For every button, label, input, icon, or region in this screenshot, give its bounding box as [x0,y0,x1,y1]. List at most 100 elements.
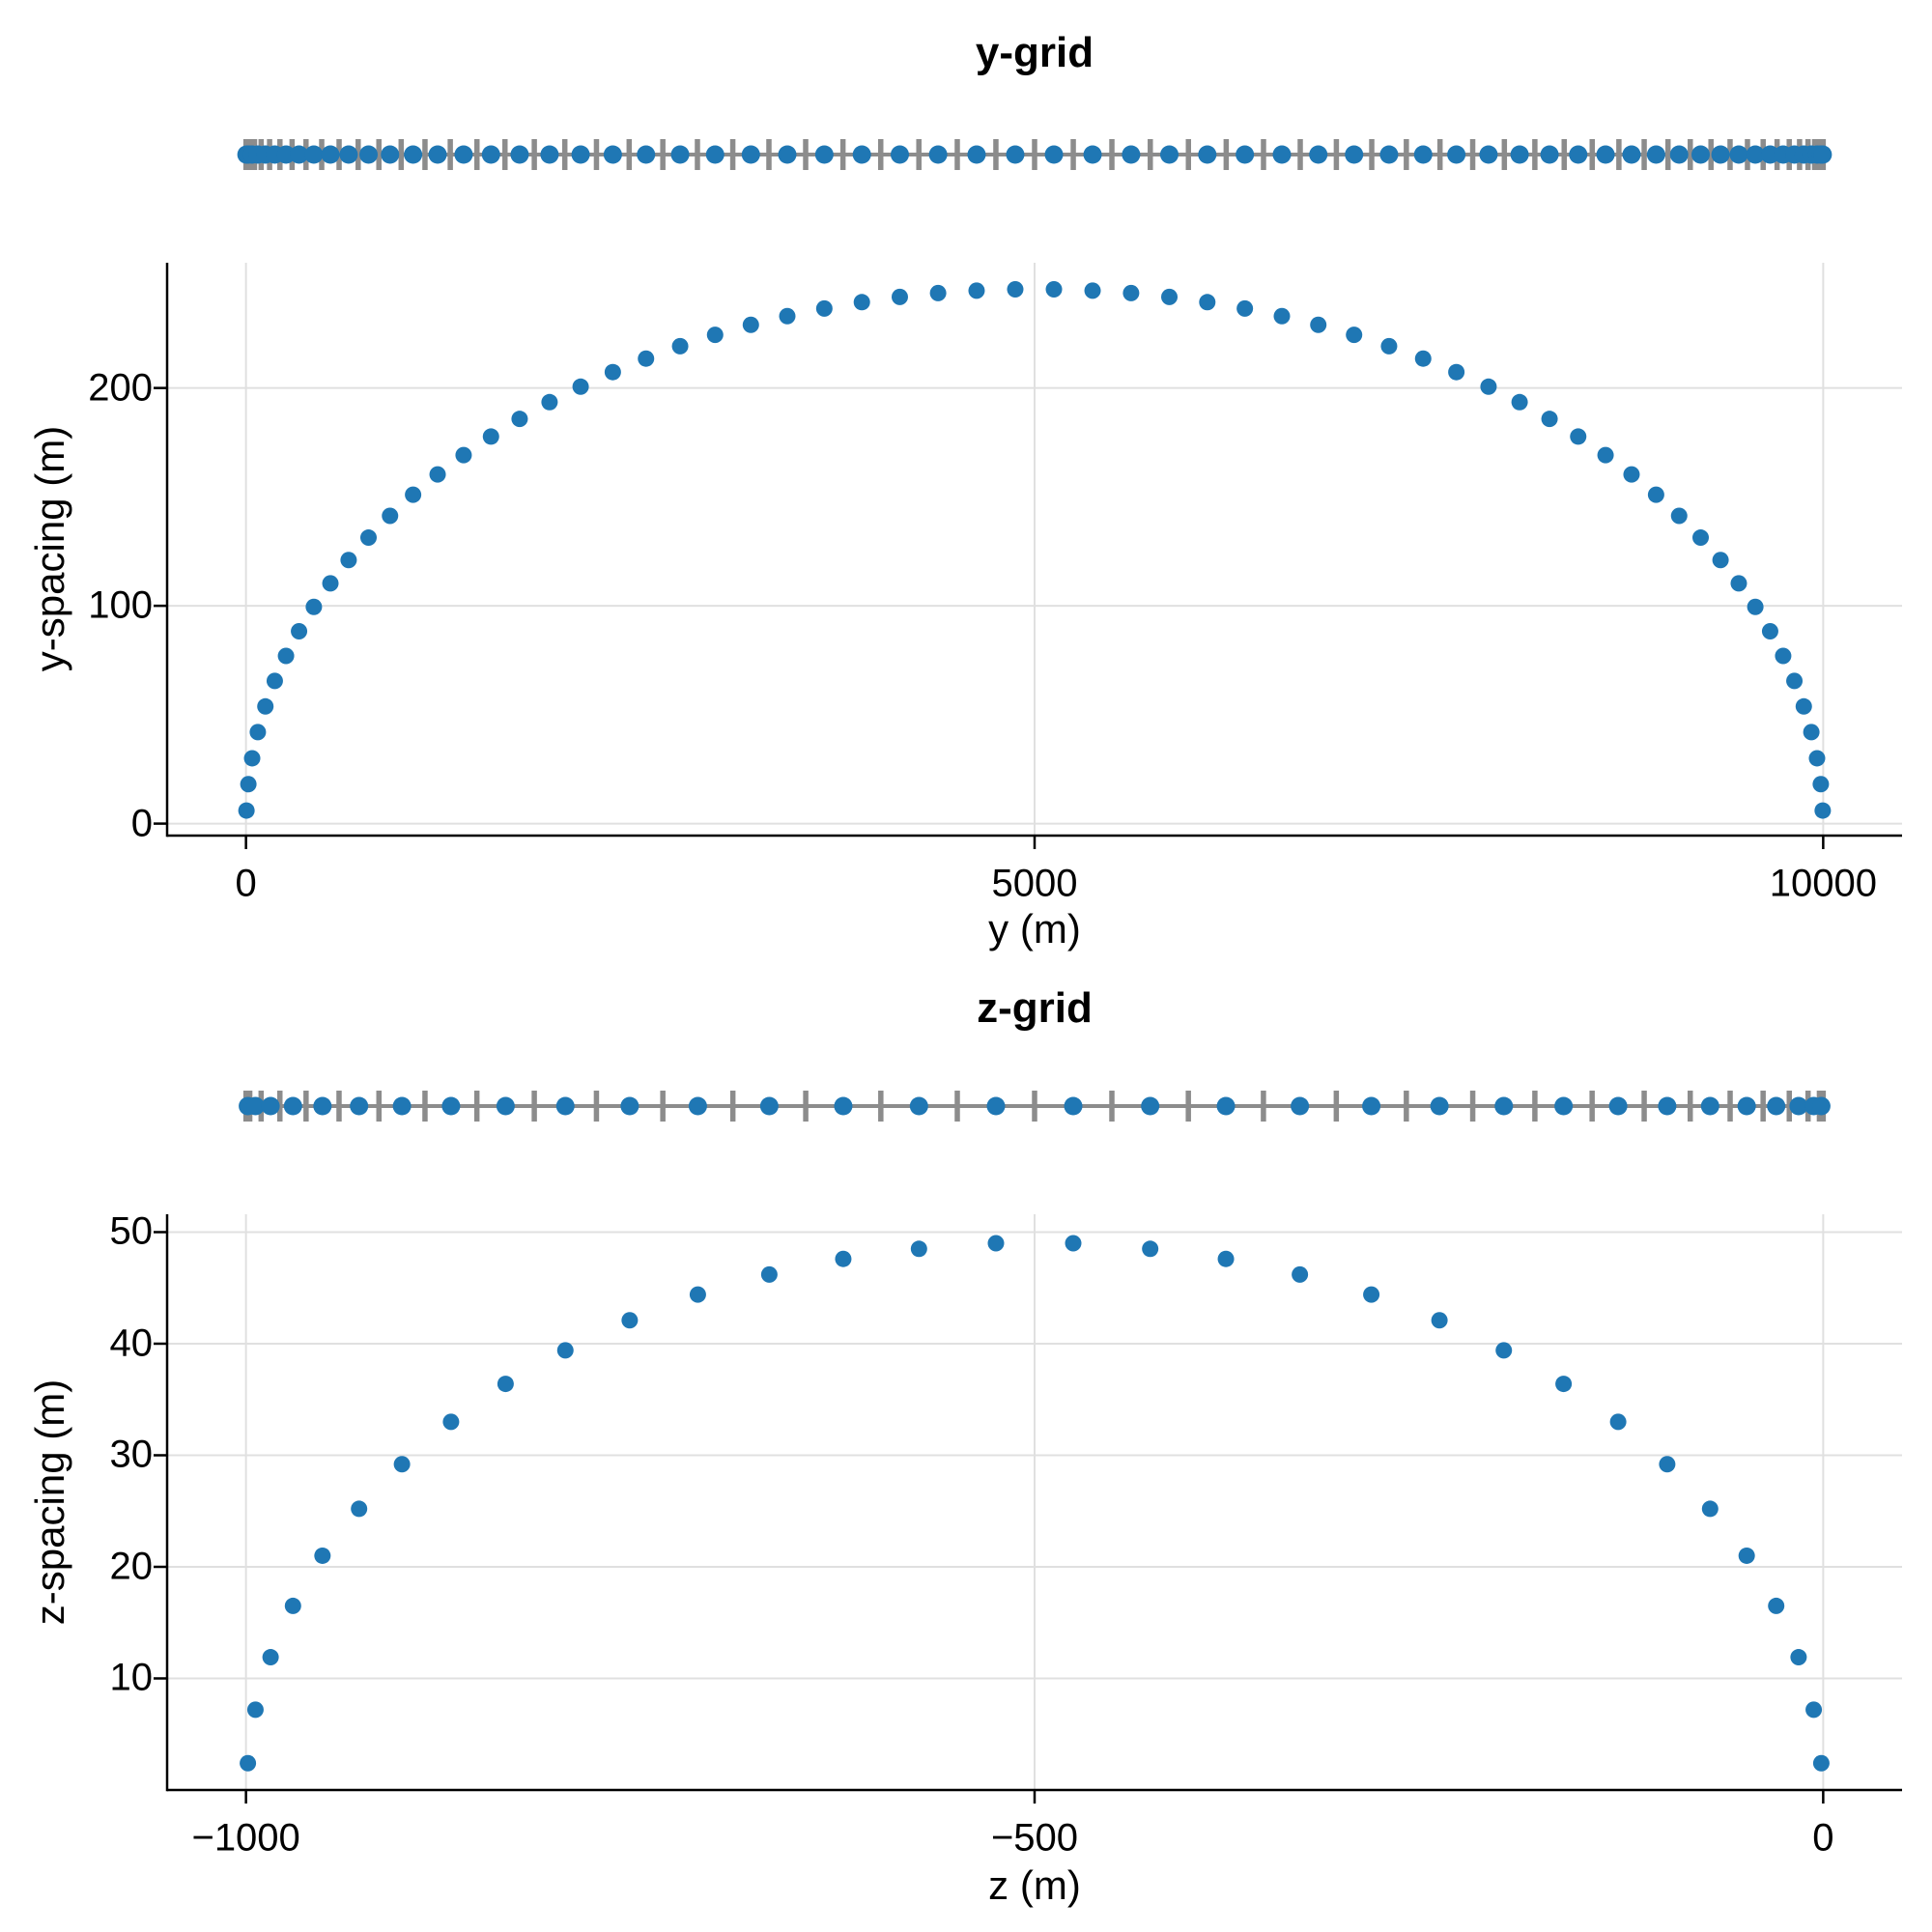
scatter-point [291,623,308,640]
scatter-point [240,1754,257,1772]
scatter-point [284,1597,301,1614]
scatter-point [987,1235,1005,1252]
grid-center-dot [1044,145,1064,164]
scatter-point [1786,672,1804,690]
scatter-point [853,294,870,311]
grid-center-dot [304,145,324,164]
scatter-point [1712,552,1729,569]
grid-center-dot [1746,145,1765,164]
scatter-point [1495,1342,1513,1359]
scatter-point [1346,327,1363,344]
grid-center-dot [1691,145,1711,164]
scatter-point [1065,1235,1082,1252]
scatter-point [249,724,267,741]
grid-center-dot [1309,145,1328,164]
grid-center-dot [1379,145,1399,164]
grid-center-dot [814,145,834,164]
scatter-point [1380,337,1398,355]
grid-center-dot [1345,145,1364,164]
scatter-point [815,299,833,317]
grid-center-dot [392,1096,412,1116]
scatter-point [246,1701,264,1719]
y-tick-label: 10 [109,1656,154,1699]
y-axis-label-z-grid: z-spacing (m) [27,1378,72,1626]
scatter-point [1310,316,1327,333]
grid-center-dot [603,145,622,164]
scatter-point [1511,393,1528,411]
scatter-point [482,428,499,445]
scatter-point [1597,446,1614,464]
scatter-point [671,337,689,355]
grid-center-dot [1083,145,1102,164]
scatter-point [891,288,908,305]
x-axis-label-z-grid: z (m) [988,1862,1081,1908]
scatter-point [277,647,295,665]
scatter-point [405,486,422,503]
grid-center-dot [1737,1096,1756,1116]
y-tick-label: 30 [109,1433,154,1476]
scatter-point [638,350,655,367]
scatter-point [1768,1597,1785,1614]
scatter-point [1808,750,1826,767]
scatter-point [1609,1413,1627,1431]
grid-center-dot [290,145,309,164]
scatter-point [1814,802,1832,819]
scatter-point [541,393,558,411]
grid-center-dot [1729,145,1748,164]
grid-center-dot [1216,1096,1236,1116]
grid-center-dot [637,145,656,164]
scatter-point [262,1649,279,1666]
grid-center-dot [1658,1096,1677,1116]
scatter-point [1775,647,1792,665]
grid-center-dot [1811,1096,1831,1116]
grid-center-dot [510,145,529,164]
grid-center-dot [928,145,948,164]
scatter-point [238,802,255,819]
scatter-point [1007,281,1024,298]
grid-center-dot [1160,145,1179,164]
grid-center-dot [909,1096,928,1116]
scatter-point [442,1413,460,1431]
scatter-point [621,1312,639,1329]
grid-center-dot [1510,145,1529,164]
scatter-point [1236,299,1254,317]
grid-center-dot [1447,145,1466,164]
scatter-point [1659,1456,1676,1473]
grid-center-dot [1006,145,1025,164]
grid-center-dot [1669,145,1689,164]
scatter-point [929,284,947,301]
scatter-point [835,1250,852,1267]
scatter-point [359,529,377,547]
grid-center-dot [1141,1096,1160,1116]
x-tick-label: −500 [990,1816,1079,1860]
scatter-point [1623,466,1640,483]
scatter-point [1431,1312,1448,1329]
scatter-point [1555,1376,1573,1393]
panel-title-z-grid: z-grid [977,984,1093,1032]
grid-center-dot [339,145,358,164]
scatter-point [1273,307,1291,325]
grid-center-dot [555,1096,575,1116]
grid-center-dot [276,145,296,164]
grid-center-dot [1608,1096,1628,1116]
grid-center-dot [620,1096,639,1116]
scatter-point [1761,623,1778,640]
grid-center-dot [1540,145,1559,164]
grid-center-dot [1767,1096,1786,1116]
x-tick-label: 5000 [991,862,1078,905]
y-tick-label: 50 [109,1209,154,1253]
grid-center-dot [1236,145,1255,164]
scatter-point [1480,378,1497,395]
scatter-point [1161,288,1179,305]
grid-center-dot [778,145,797,164]
grid-center-dot [890,145,909,164]
scatter-point [1292,1265,1309,1283]
grid-center-dot [688,1096,707,1116]
scatter-point [1199,294,1216,311]
scatter-point [689,1286,706,1303]
grid-center-dot [967,145,986,164]
grid-center-dot [1813,145,1833,164]
scatter-point [1570,428,1587,445]
scatter-point [1541,411,1558,428]
